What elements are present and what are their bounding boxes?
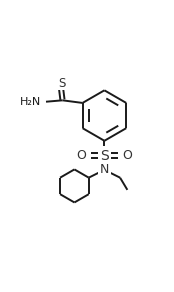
Text: O: O xyxy=(77,149,86,162)
Text: S: S xyxy=(100,149,109,163)
Text: O: O xyxy=(122,149,132,162)
Text: S: S xyxy=(58,77,65,90)
Text: H₂N: H₂N xyxy=(20,97,41,107)
Text: N: N xyxy=(100,163,109,176)
